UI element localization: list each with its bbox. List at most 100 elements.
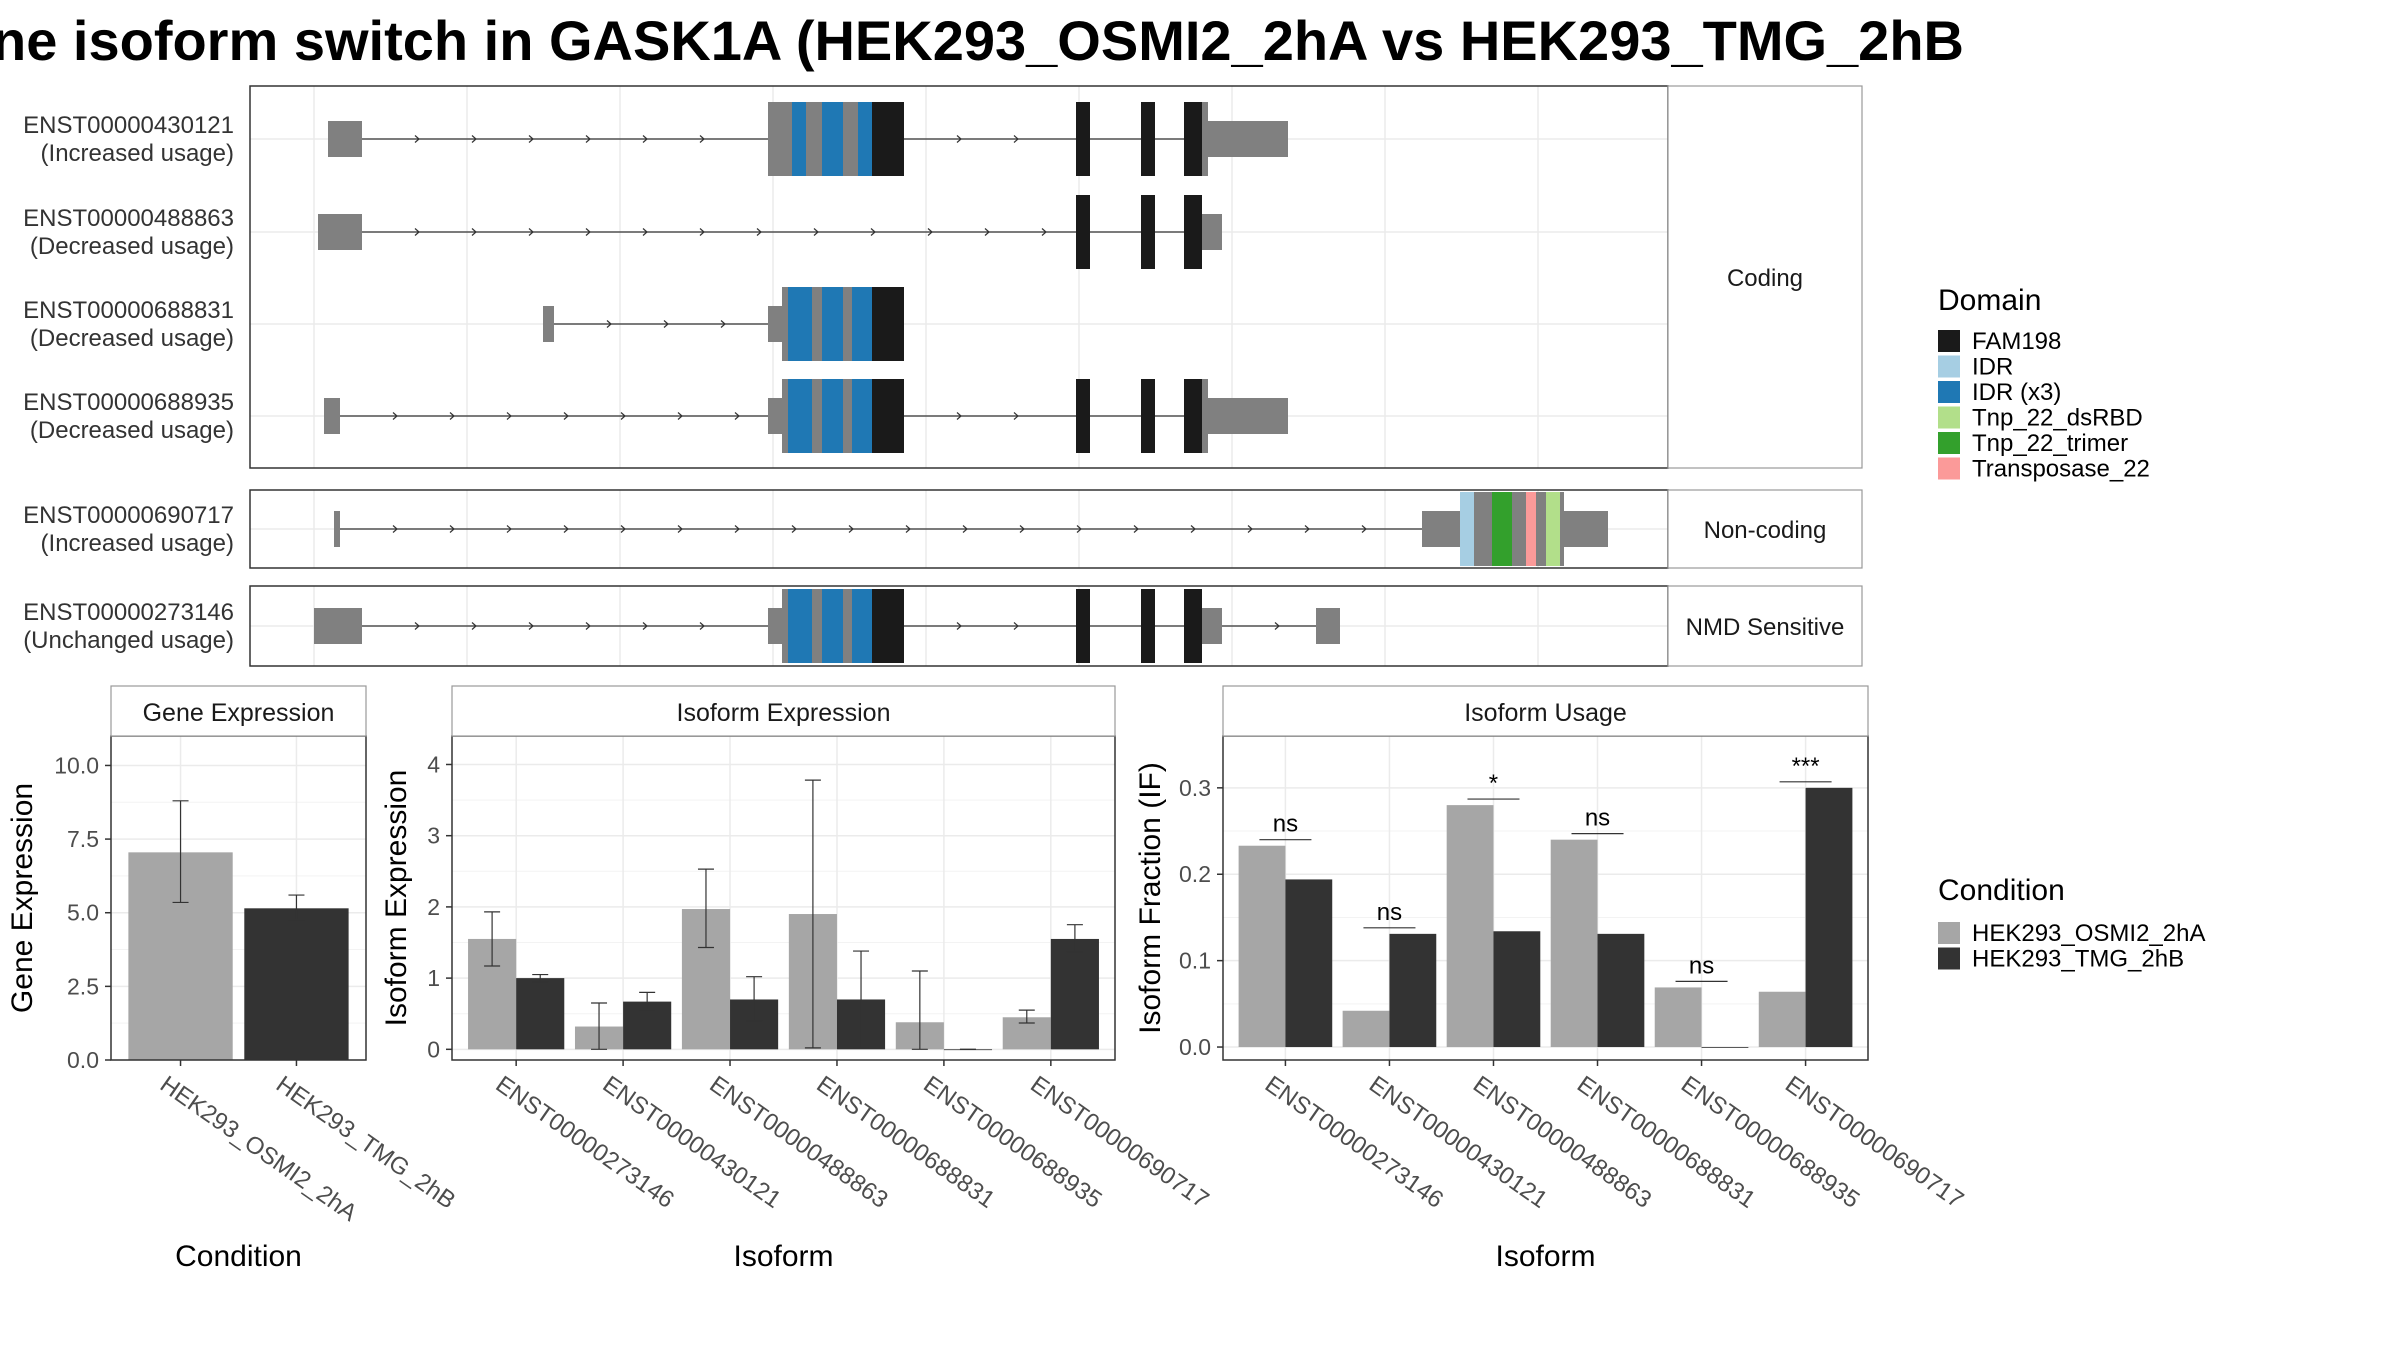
x-tick-label: ENST00000430121 [1364, 1071, 1552, 1214]
exon-segment [1560, 492, 1564, 566]
domain-segment [822, 287, 843, 361]
x-tick-label: ENST00000430121 [598, 1071, 786, 1214]
intron-arrow [506, 525, 512, 533]
transcript-status-label: (Unchanged usage) [23, 627, 234, 654]
transcript-id-label: ENST00000688935 [23, 389, 234, 416]
transcript-id-label: ENST00000273146 [23, 599, 234, 626]
chart-title: Isoform Expression [677, 699, 891, 727]
intron-arrow [663, 320, 669, 328]
domain-segment [872, 102, 904, 176]
intron-arrow [984, 228, 990, 236]
intron-arrow [756, 228, 762, 236]
exon-cds [1076, 102, 1090, 176]
intron-arrow [471, 135, 477, 143]
exon-utr [768, 608, 782, 644]
intron-arrow [414, 228, 420, 236]
exon-segment [806, 102, 822, 176]
intron-arrow [905, 525, 911, 533]
y-tick-label: 5.0 [67, 900, 99, 926]
domain-legend-title: Domain [1938, 284, 2041, 317]
domain-segment [822, 379, 843, 453]
exon-segment [843, 287, 852, 361]
domain-segment [1492, 492, 1512, 566]
intron-arrow [585, 135, 591, 143]
intron-arrow [1013, 412, 1019, 420]
exon-utr [1208, 121, 1288, 157]
bar [516, 978, 565, 1050]
domain-segment [822, 102, 843, 176]
intron-arrow [471, 622, 477, 630]
exon-segment [1512, 492, 1526, 566]
exon-utr [1316, 608, 1340, 644]
intron-arrow [848, 525, 854, 533]
chart-title: Isoform Usage [1464, 699, 1627, 727]
exon-segment [1536, 492, 1546, 566]
y-tick-label: 2.5 [67, 973, 99, 999]
intron-arrow [1041, 228, 1047, 236]
intron-arrow [699, 622, 705, 630]
intron-arrow [392, 525, 398, 533]
chart-title-strip [1222, 685, 1869, 737]
exon-utr [768, 306, 782, 342]
intron-arrow [585, 228, 591, 236]
transcript-status-label: (Increased usage) [41, 530, 234, 557]
exon-cds [1141, 379, 1155, 453]
intron-arrow [642, 135, 648, 143]
y-axis-title: Gene Expression [6, 783, 39, 1013]
exon-segment [843, 589, 852, 663]
structure-group-label: NMD Sensitive [1686, 614, 1845, 641]
structure-strip [1667, 489, 1863, 569]
intron-arrow [528, 622, 534, 630]
significance-label: ns [1273, 811, 1298, 838]
transcript-id-label: ENST00000430121 [23, 112, 234, 139]
transcript-status-label: (Increased usage) [41, 140, 234, 167]
y-tick-label: 1 [427, 965, 440, 991]
intron-arrow [1274, 622, 1280, 630]
intron-arrow [734, 412, 740, 420]
domain-segment [788, 589, 812, 663]
intron-arrow [962, 525, 968, 533]
domain-legend-label: FAM198 [1972, 328, 2061, 355]
intron-arrow [927, 228, 933, 236]
domain-segment [788, 379, 812, 453]
y-tick-label: 0.0 [1179, 1034, 1211, 1060]
significance-label: * [1489, 770, 1498, 797]
exon-cds [1184, 195, 1202, 269]
exon-utr [1422, 511, 1460, 547]
domain-segment [1526, 492, 1536, 566]
exon-segment [1474, 492, 1492, 566]
bar [1050, 938, 1099, 1050]
intron-arrow [870, 228, 876, 236]
structure-group-label: Coding [1727, 265, 1803, 292]
exon-segment [843, 102, 858, 176]
intron-arrow [956, 622, 962, 630]
domain-legend-label: IDR (x3) [1972, 379, 2061, 406]
intron-arrow [699, 228, 705, 236]
bar [1701, 1047, 1749, 1048]
chart-title: Gene Expression [143, 699, 335, 727]
y-tick-label: 0.3 [1179, 775, 1211, 801]
exon-utr [768, 398, 782, 434]
bar [1654, 987, 1702, 1048]
x-tick-label: ENST00000488863 [705, 1071, 893, 1214]
intron-arrow [471, 228, 477, 236]
x-tick-label: ENST00000688831 [1572, 1071, 1760, 1214]
exon-segment [782, 589, 788, 663]
bar [1805, 787, 1853, 1048]
exon-cds [1141, 102, 1155, 176]
x-tick-label: ENST00000688831 [812, 1071, 1000, 1214]
bar [1285, 879, 1333, 1048]
domain-segment [1546, 492, 1560, 566]
significance-label: ns [1377, 899, 1402, 926]
transcript-id-label: ENST00000690717 [23, 502, 234, 529]
exon-utr [314, 608, 362, 644]
exon-segment [812, 287, 822, 361]
intron-arrow [956, 135, 962, 143]
exon-utr [1202, 379, 1208, 453]
intron-arrow [563, 525, 569, 533]
transcript-status-label: (Decreased usage) [30, 417, 234, 444]
exon-utr [1208, 398, 1288, 434]
exon-utr [318, 214, 362, 250]
intron-arrow [791, 525, 797, 533]
